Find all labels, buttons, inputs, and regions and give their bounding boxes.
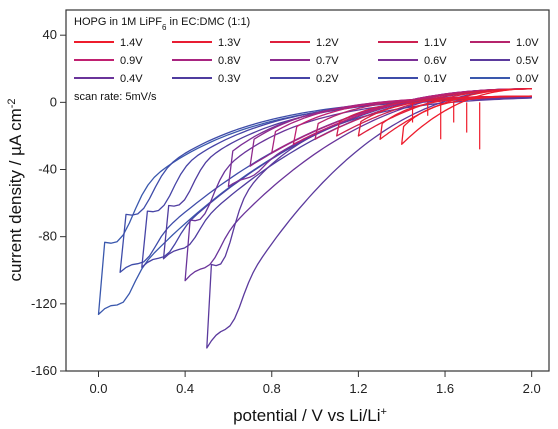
legend-label: 0.7V [316, 55, 339, 67]
legend-label: 0.2V [316, 73, 339, 85]
y-axis: 40 0 -40 -80 -120 -160 [31, 27, 66, 378]
y-axis-title: current density / µA cm-2 [6, 98, 25, 281]
legend-label: 0.0V [516, 73, 539, 85]
legend-label: 1.3V [218, 37, 241, 49]
x-axis: 0.0 0.4 0.8 1.2 1.6 2.0 [89, 371, 541, 396]
legend-label: 0.3V [218, 73, 241, 85]
plot-frame [65, 9, 550, 372]
legend-label: 1.0V [516, 37, 539, 49]
cv-curve-0.3V [162, 88, 532, 260]
y-tick-label: -120 [31, 296, 57, 311]
x-tick-label: 2.0 [523, 381, 541, 396]
cv-curves [97, 88, 532, 349]
legend-label: 0.8V [218, 55, 241, 67]
chart-title: HOPG in 1M LiPF6 in EC:DMC (1:1) [74, 16, 250, 32]
legend-label: 1.4V [120, 37, 143, 49]
x-axis-title: potential / V vs Li/Li+ [233, 406, 387, 425]
y-tick-label: 0 [50, 94, 57, 109]
y-tick-label: -80 [38, 229, 57, 244]
legend: 1.4V 1.3V 1.2V 1.1V 1.0V 0.9V 0.8V 0.7V 0.6V 0.5V… [74, 37, 539, 85]
legend-label: 0.5V [516, 55, 539, 67]
x-tick-label: 1.2 [349, 381, 367, 396]
x-tick-label: 0.4 [176, 381, 194, 396]
legend-label: 1.1V [424, 37, 447, 49]
scan-rate-annotation: scan rate: 5mV/s [74, 91, 157, 103]
y-tick-label: -40 [38, 162, 57, 177]
y-tick-label: 40 [43, 27, 57, 42]
legend-label: 1.2V [316, 37, 339, 49]
cv-curve-1.3V [379, 88, 532, 140]
cv-curve-1.4V [401, 88, 532, 145]
legend-label: 0.4V [120, 73, 143, 85]
y-tick-label: -160 [31, 363, 57, 378]
legend-label: 0.9V [120, 55, 143, 67]
x-tick-label: 1.6 [436, 381, 454, 396]
legend-label: 0.1V [424, 73, 447, 85]
legend-label: 0.6V [424, 55, 447, 67]
x-tick-label: 0.8 [263, 381, 281, 396]
x-tick-label: 0.0 [89, 381, 107, 396]
